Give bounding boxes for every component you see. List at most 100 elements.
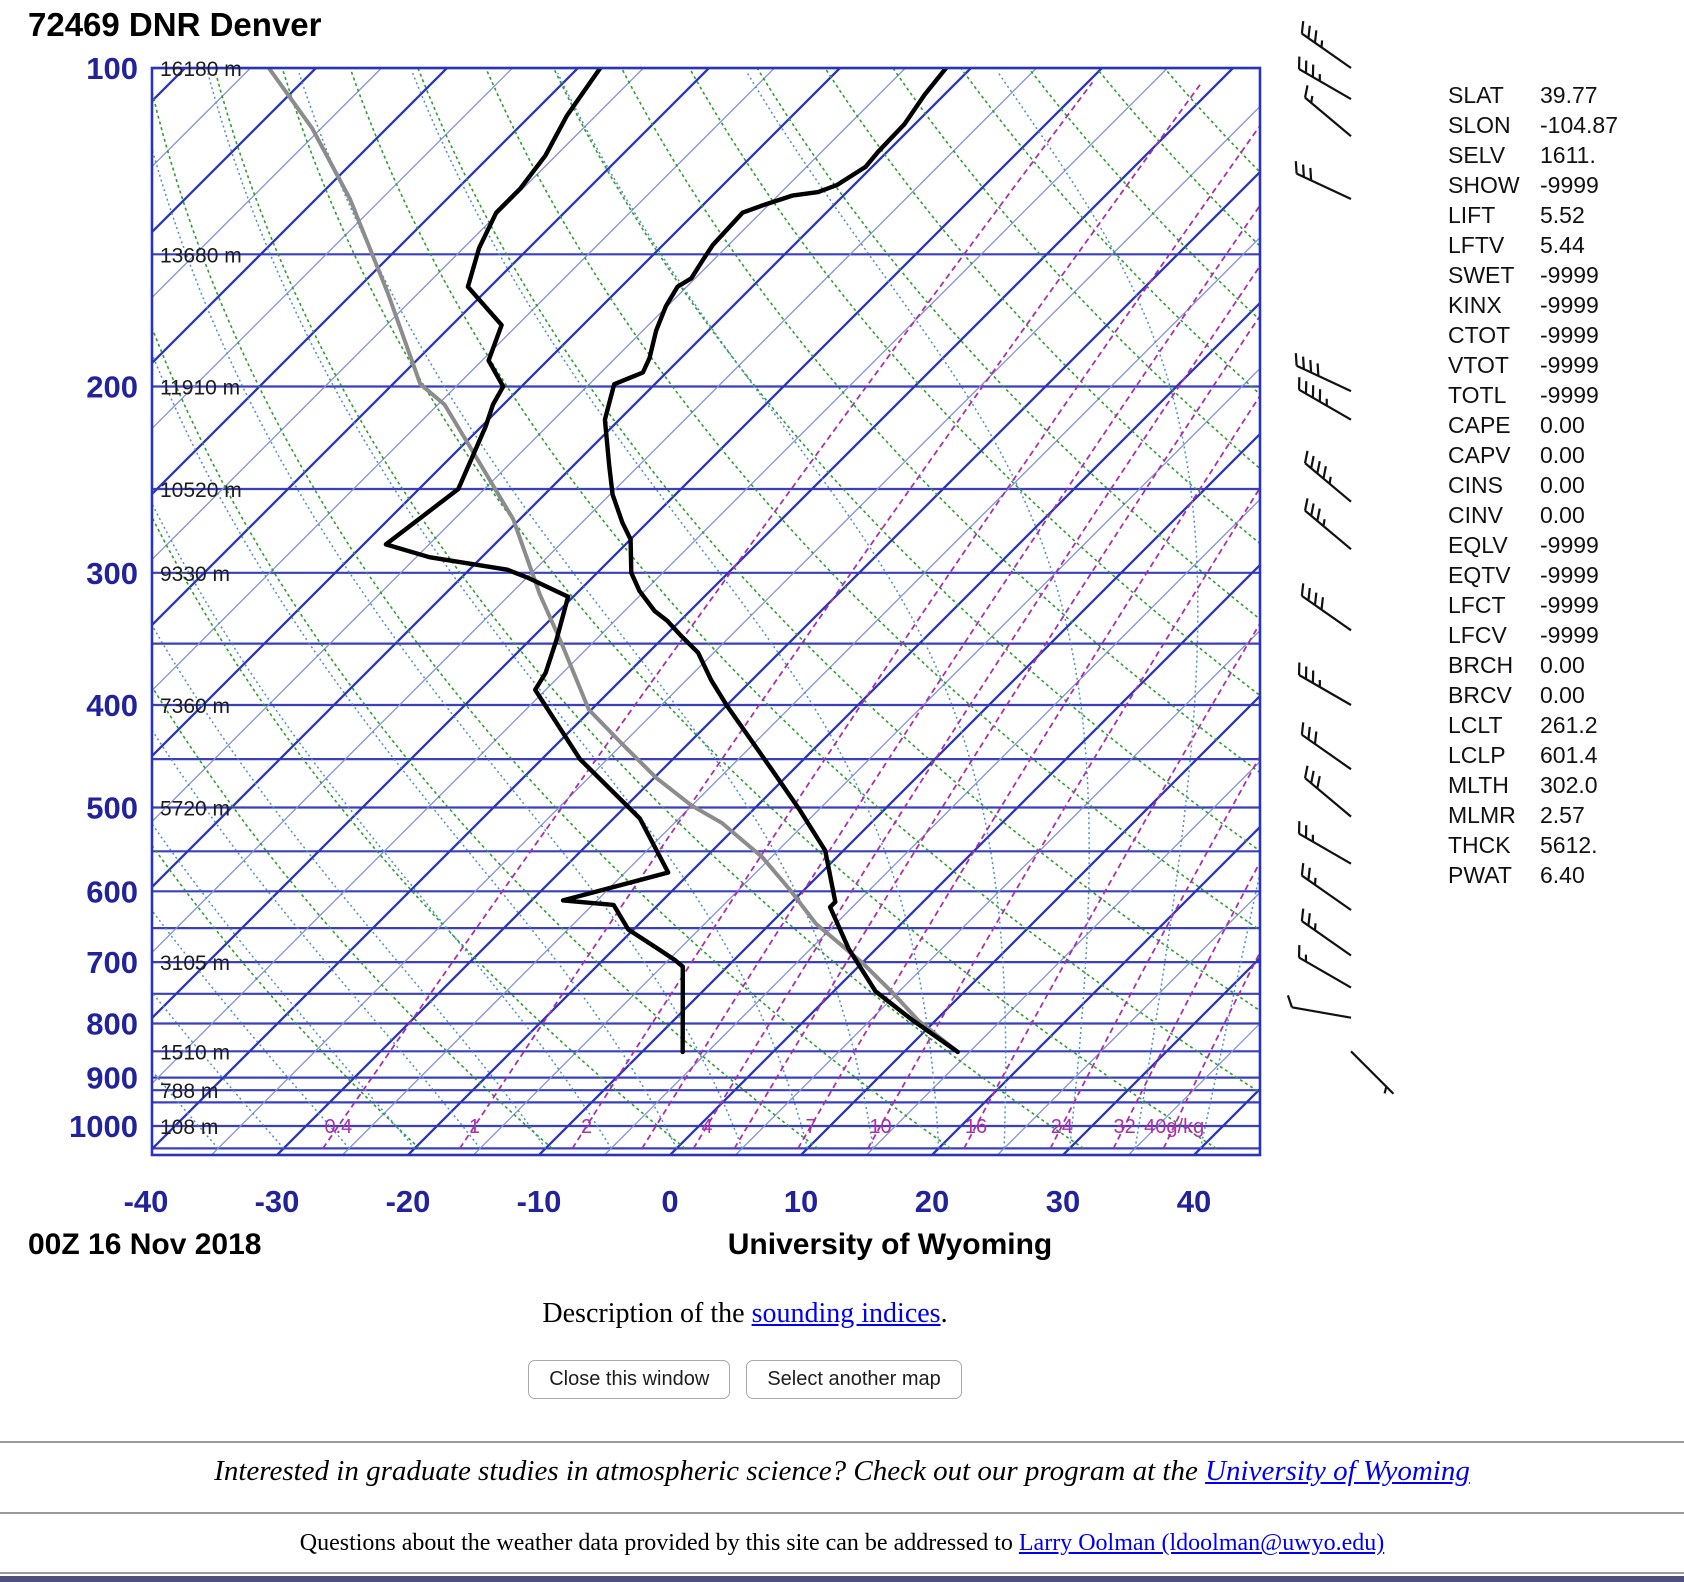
index-value: 261.2 xyxy=(1540,712,1598,738)
dry-adiabat xyxy=(152,685,553,1149)
moist-adiabat xyxy=(152,728,481,1149)
mixing-ratio-line xyxy=(641,203,1260,1149)
height-label: 1510 m xyxy=(160,1041,230,1064)
index-value: -9999 xyxy=(1540,532,1599,558)
description-prefix: Description of the xyxy=(542,1298,752,1329)
isotherm xyxy=(211,105,1260,1155)
mixing-ratio-label: 32 xyxy=(1113,1116,1135,1138)
index-label: CINV xyxy=(1448,502,1503,528)
index-value: 0.00 xyxy=(1540,442,1585,468)
moist-adiabat xyxy=(746,72,1090,1149)
isotherm xyxy=(152,68,1168,1085)
moist-adiabat xyxy=(152,623,547,1149)
mixing-ratio-label: 10 xyxy=(869,1116,891,1138)
index-row-vtot: VTOT -9999 xyxy=(1448,352,1678,382)
index-label: BRCV xyxy=(1448,682,1512,708)
select-map-button[interactable]: Select another map xyxy=(746,1360,962,1399)
index-label: MLMR xyxy=(1448,802,1516,828)
index-row-slon: SLON -104.87 xyxy=(1448,112,1678,142)
wind-barb xyxy=(1303,765,1352,818)
isotherm xyxy=(152,68,513,430)
mixing-ratio-line xyxy=(963,621,1260,1149)
index-label: EQLV xyxy=(1448,532,1508,558)
moist-adiabat xyxy=(152,822,416,1149)
wind-barb xyxy=(1297,662,1352,706)
index-row-capv: CAPV 0.00 xyxy=(1448,442,1678,472)
mixing-ratio-line xyxy=(1049,754,1260,1149)
wind-barb xyxy=(1297,56,1352,101)
index-row-cinv: CINV 0.00 xyxy=(1448,502,1678,532)
index-label: LIFT xyxy=(1448,202,1496,228)
index-label: LFCV xyxy=(1448,622,1507,648)
temp-tick-label: -20 xyxy=(386,1184,431,1219)
index-row-show: SHOW -9999 xyxy=(1448,172,1678,202)
isotherm xyxy=(407,301,1260,1155)
contact-email-link[interactable]: Larry Oolman (ldoolman@uwyo.edu) xyxy=(1018,1530,1385,1556)
divider-bottom xyxy=(0,1572,1684,1574)
index-row-pwat: PWAT 6.40 xyxy=(1448,862,1678,892)
index-row-lclp: LCLP 601.4 xyxy=(1448,742,1678,772)
height-label: 9330 m xyxy=(160,563,230,586)
promo-line: Interested in graduate studies in atmosp… xyxy=(0,1455,1684,1488)
index-label: CTOT xyxy=(1448,322,1511,348)
wind-barb xyxy=(1300,908,1352,957)
index-row-selv: SELV 1611. xyxy=(1448,142,1678,172)
index-row-cins: CINS 0.00 xyxy=(1448,472,1678,502)
wind-barb xyxy=(1286,995,1352,1019)
parcel-trace xyxy=(266,68,960,1054)
index-row-ctot: CTOT -9999 xyxy=(1448,322,1678,352)
isotherm xyxy=(931,825,1260,1155)
index-value: 0.00 xyxy=(1540,502,1585,528)
isotherm xyxy=(800,694,1260,1155)
datetime-label: 00Z 16 Nov 2018 xyxy=(28,1228,261,1261)
mixing-ratio-label: 1 xyxy=(469,1116,480,1138)
height-label: 16180 m xyxy=(160,58,242,81)
index-label: SELV xyxy=(1448,142,1506,168)
dry-adiabat xyxy=(1028,68,1260,322)
isotherm xyxy=(152,68,186,103)
isotherm xyxy=(342,236,1260,1155)
uw-program-link[interactable]: University of Wyoming xyxy=(1205,1455,1470,1487)
index-value: 5.44 xyxy=(1540,232,1585,258)
index-value: 302.0 xyxy=(1540,772,1598,798)
temp-tick-label: 30 xyxy=(1046,1184,1080,1219)
index-value: 5.52 xyxy=(1540,202,1585,228)
index-label: PWAT xyxy=(1448,862,1512,888)
close-window-button[interactable]: Close this window xyxy=(528,1360,731,1399)
wind-barb xyxy=(1297,821,1352,865)
height-label: 13680 m xyxy=(160,244,242,267)
dry-adiabat xyxy=(152,515,686,1150)
moist-adiabat xyxy=(152,990,285,1149)
pressure-tick-label: 400 xyxy=(86,688,138,723)
temperature-trace xyxy=(602,68,960,1055)
sounding-indices-link[interactable]: sounding indices xyxy=(751,1298,941,1329)
index-value: 0.00 xyxy=(1540,682,1585,708)
index-row-eqlv: EQLV -9999 xyxy=(1448,532,1678,562)
dry-adiabat xyxy=(213,68,1084,1150)
moist-adiabat xyxy=(152,1146,154,1149)
isotherm xyxy=(276,170,1260,1155)
dry-adiabat xyxy=(756,68,1260,621)
index-label: THCK xyxy=(1448,832,1511,858)
index-value: -9999 xyxy=(1540,262,1599,288)
index-label: LCLP xyxy=(1448,742,1506,768)
moist-adiabat xyxy=(152,501,612,1149)
isotherm xyxy=(604,498,1260,1155)
plot-border xyxy=(150,66,1262,1157)
index-row-lift: LIFT 5.52 xyxy=(1448,202,1678,232)
temp-tick-label: 10 xyxy=(784,1184,818,1219)
dry-adiabat xyxy=(553,68,1260,852)
index-label: KINX xyxy=(1448,292,1502,318)
dry-adiabat xyxy=(824,68,1260,545)
dry-adiabat xyxy=(417,68,1260,1012)
moist-adiabat xyxy=(152,146,743,1149)
questions-text: Questions about the weather data provide… xyxy=(299,1530,1019,1556)
index-row-mlmr: MLMR 2.57 xyxy=(1448,802,1678,832)
index-label: MLTH xyxy=(1448,772,1509,798)
isotherm xyxy=(538,432,1260,1155)
index-label: SHOW xyxy=(1448,172,1520,198)
dry-adiabat xyxy=(485,68,1260,932)
mixing-ratio-line xyxy=(459,81,1203,1149)
